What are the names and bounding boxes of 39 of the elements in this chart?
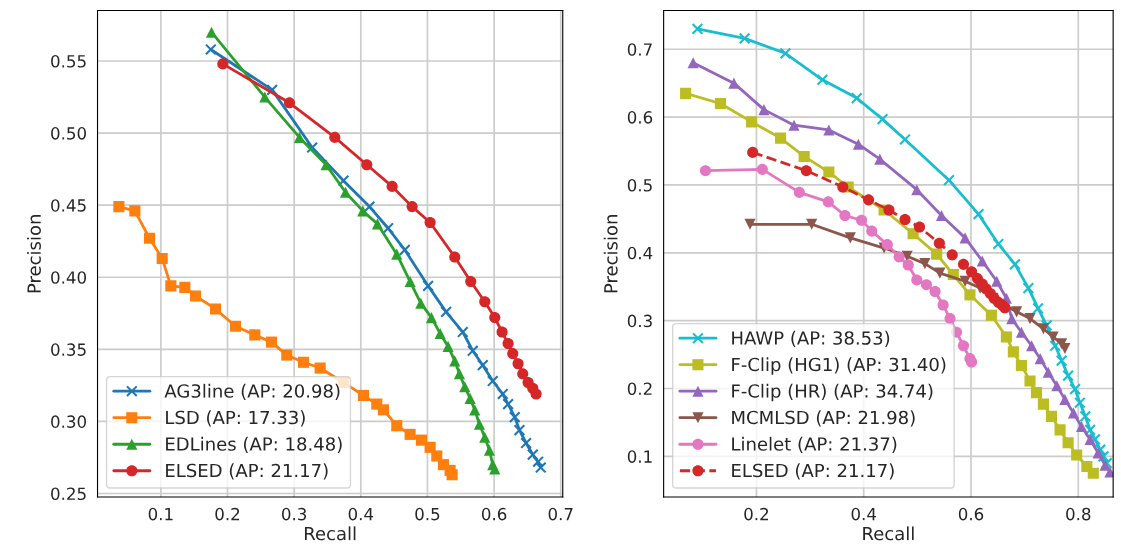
y-tick-label: 0.6 — [627, 111, 653, 124]
y-tick-label: 0.50 — [51, 127, 86, 140]
legend-label: F-Clip (HG1) (AP: 31.40) — [732, 357, 946, 375]
y-axis-title: Precision — [26, 215, 41, 293]
y-axis-title: Precision — [603, 215, 618, 293]
legend-label: LSD (AP: 17.33) — [166, 410, 305, 427]
y-tick-label: 0.30 — [51, 415, 86, 428]
y-tick-label: 0.1 — [627, 450, 652, 463]
y-tick-label: 0.45 — [51, 199, 86, 212]
x-tick-label: 0.5 — [415, 507, 440, 521]
legend-label: Linelet (AP: 21.37) — [732, 436, 897, 453]
x-tick-label: 0.1 — [148, 507, 173, 521]
x-tick-label: 0.6 — [958, 507, 984, 521]
x-tick-label: 0.3 — [281, 507, 307, 521]
legend-label: F-Clip (HR) (AP: 34.74) — [732, 383, 933, 402]
legend-label: EDLines (AP: 18.48) — [166, 436, 342, 453]
x-tick-label: 0.6 — [481, 507, 507, 521]
y-tick-label: 0.35 — [51, 343, 86, 356]
y-tick-label: 0.7 — [627, 43, 652, 56]
legend-label: AG3line (AP: 20.98) — [164, 383, 340, 400]
legend-label: HAWP (AP: 38.53) — [732, 330, 890, 347]
x-tick-label: 0.4 — [348, 507, 374, 521]
legend-label: ELSED (AP: 21.17) — [166, 463, 328, 480]
x-axis-title: Recall — [304, 526, 356, 541]
y-tick-label: 0.40 — [51, 271, 86, 284]
x-tick-label: 0.7 — [548, 507, 573, 521]
y-tick-label: 0.5 — [627, 178, 652, 192]
x-tick-label: 0.4 — [851, 507, 877, 521]
legend-label: MCMLSD (AP: 21.98) — [732, 410, 915, 427]
x-tick-label: 0.2 — [215, 507, 240, 521]
y-tick-label: 0.4 — [627, 246, 653, 260]
legend-label: ELSED (AP: 21.17) — [732, 463, 894, 480]
y-tick-label: 0.55 — [51, 54, 86, 68]
x-tick-label: 0.2 — [744, 507, 769, 521]
y-tick-label: 0.3 — [627, 314, 652, 328]
y-tick-label: 0.25 — [51, 487, 86, 501]
x-axis-title: Recall — [863, 526, 914, 541]
x-tick-label: 0.8 — [1066, 507, 1091, 521]
y-tick-label: 0.2 — [627, 382, 652, 396]
